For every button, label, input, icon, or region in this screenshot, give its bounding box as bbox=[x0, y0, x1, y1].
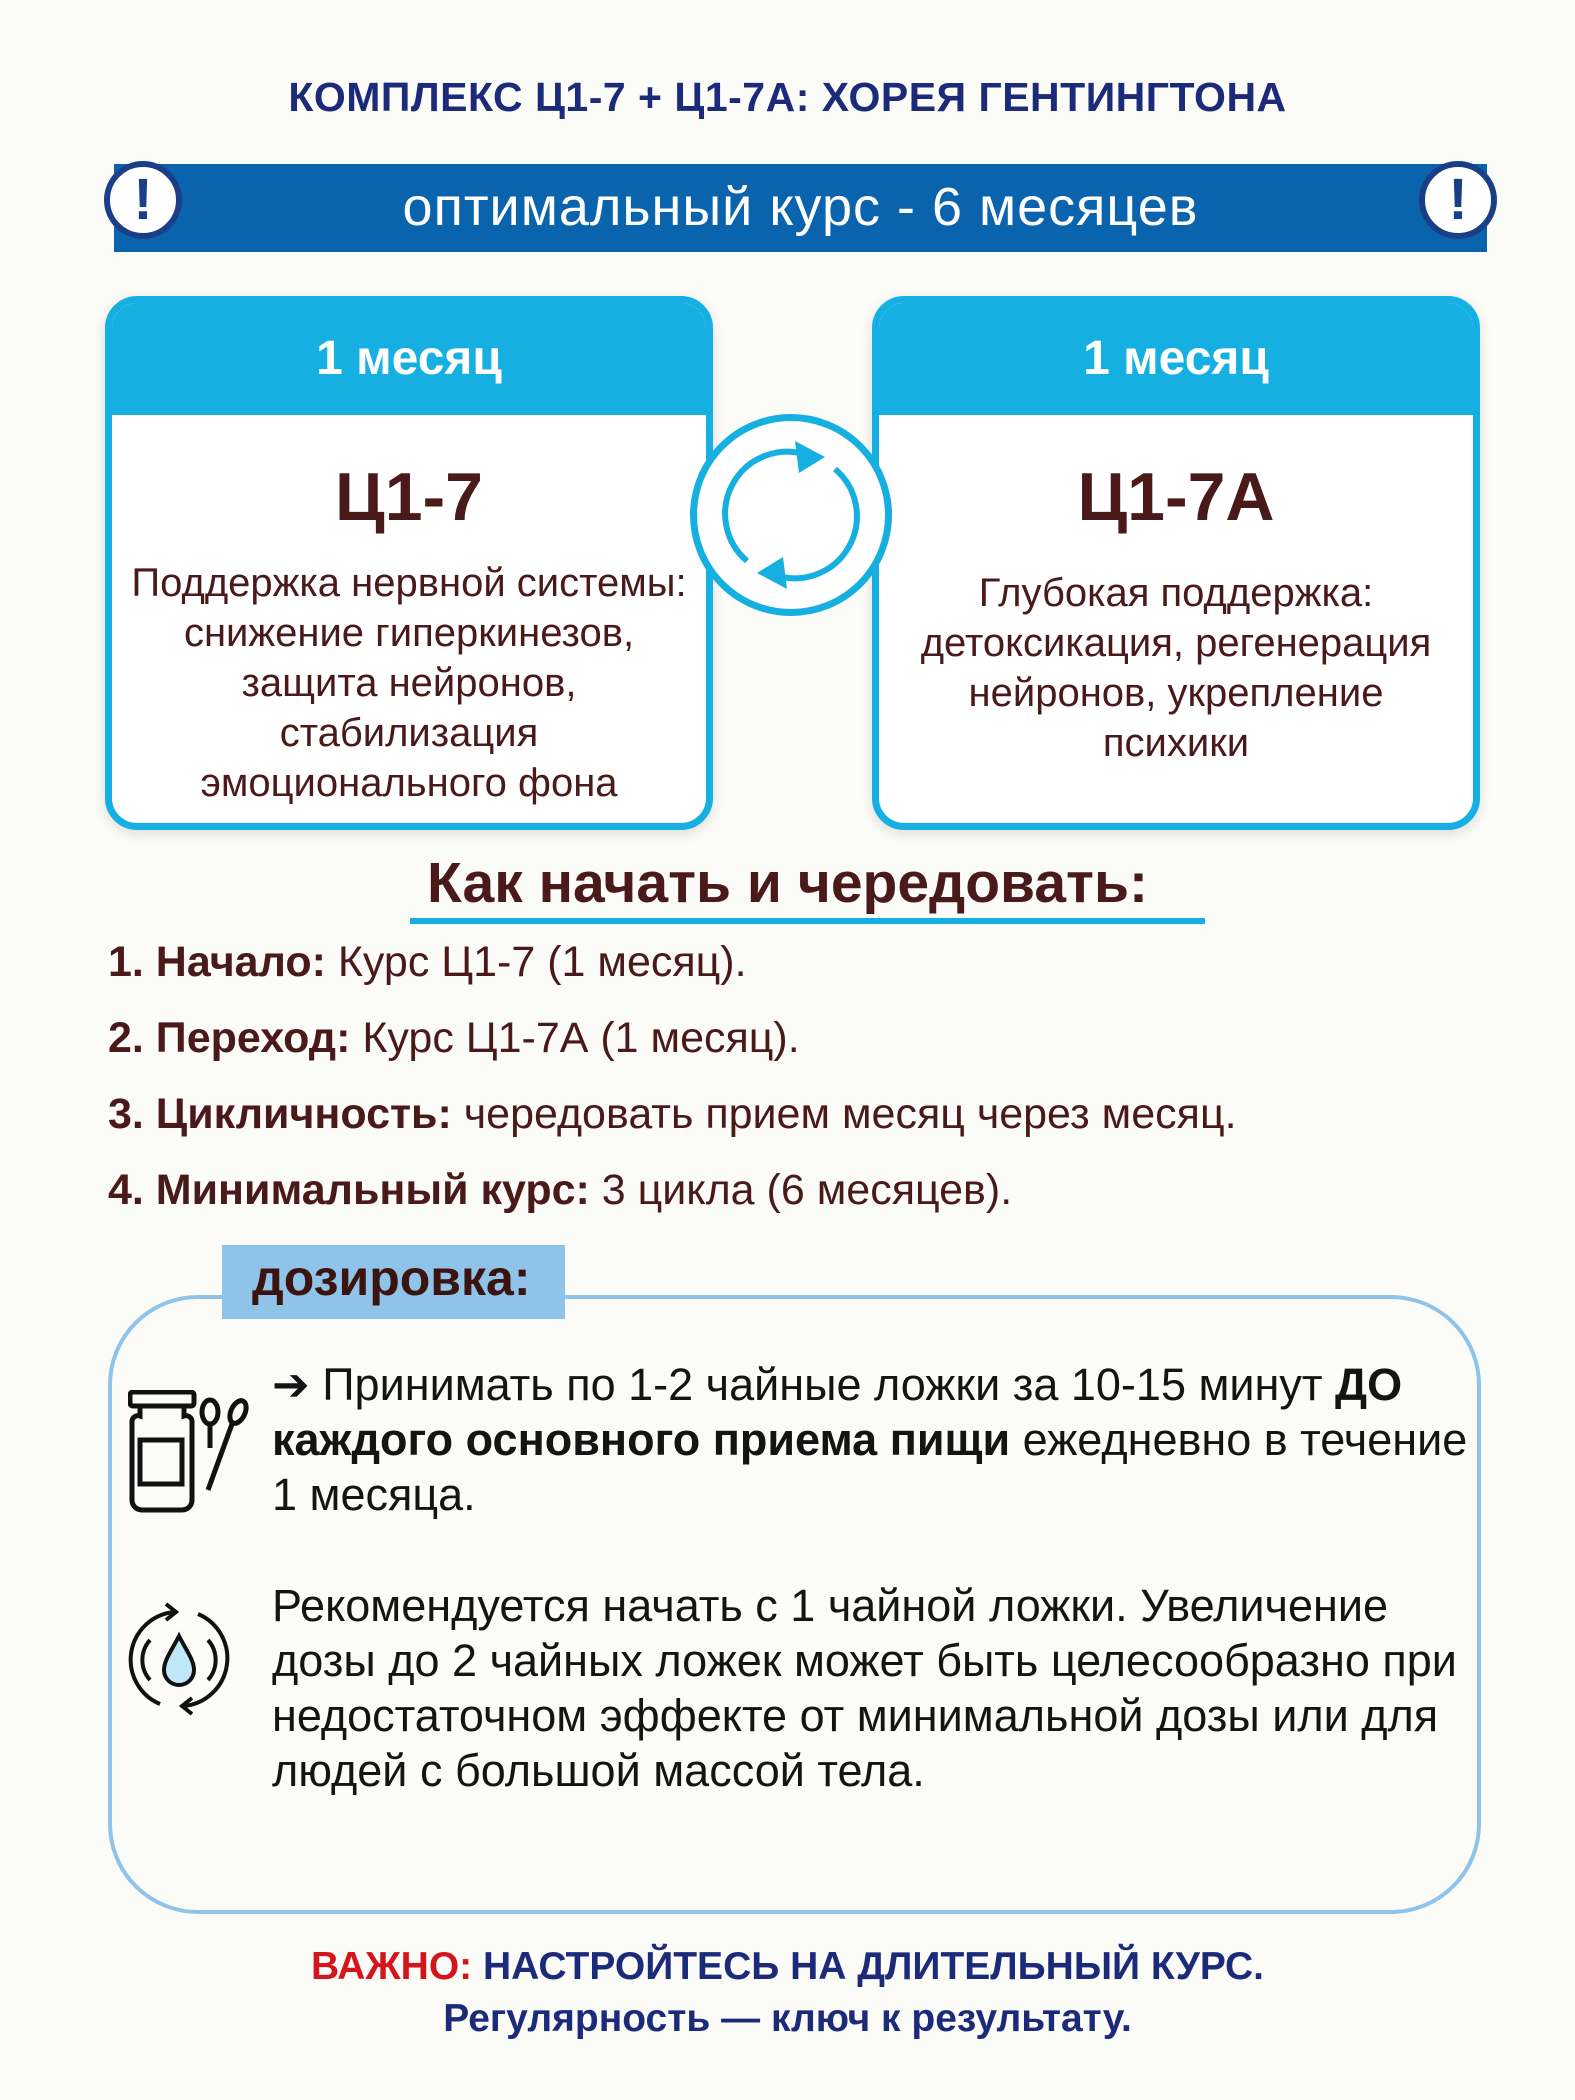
card-description: Поддержка нервной системы: снижение гипе… bbox=[131, 561, 687, 805]
step-label: 3. Цикличность: bbox=[108, 1090, 452, 1138]
instruction-emphasis: ДО каждого основного приема пищи bbox=[272, 1359, 1403, 1465]
page-title: КОМПЛЕКС Ц1-7 + Ц1-7А: ХОРЕЯ ГЕНТИНГТОНА bbox=[288, 74, 1287, 120]
step-label: 1. Начало: bbox=[108, 938, 326, 986]
card-c1-7: 1 месяц Ц1-7 Поддержка нервной системы: … bbox=[105, 296, 713, 830]
step-label: 4. Минимальный курс: bbox=[108, 1166, 590, 1214]
water-drop-cycle-icon bbox=[128, 1600, 230, 1723]
exclamation-circle-icon: ! bbox=[1419, 161, 1497, 239]
step-item: 2. Переход: Курс Ц1-7А (1 месяц). bbox=[108, 1014, 800, 1063]
instruction-text: ежедневно в течение 1 месяца. bbox=[272, 1414, 1468, 1520]
footer-tagline: Регулярность — ключ к результату. bbox=[443, 1997, 1132, 2040]
dosage-label: дозировка: bbox=[222, 1245, 565, 1319]
dosage-recommendation: Рекомендуется начать с 1 чайной ложки. У… bbox=[272, 1580, 1457, 1796]
how-heading: Как начать и чередовать: bbox=[427, 851, 1148, 915]
exclamation-circle-icon: ! bbox=[104, 161, 182, 239]
step-text: 3 цикла (6 месяцев). bbox=[589, 1166, 1013, 1214]
step-item: 3. Цикличность: чередовать прием месяц ч… bbox=[108, 1090, 1237, 1139]
step-item: 4. Минимальный курс: 3 цикла (6 месяцев)… bbox=[108, 1166, 1012, 1215]
card-duration: 1 месяц bbox=[112, 303, 706, 415]
alternate-cycle-arrows-icon bbox=[690, 414, 892, 616]
card-c1-7a: 1 месяц Ц1-7А Глубокая поддержка: детокс… bbox=[872, 296, 1480, 830]
card-duration: 1 месяц bbox=[879, 303, 1473, 415]
step-text: чередовать прием месяц через месяц. bbox=[451, 1090, 1237, 1138]
banner-text: оптимальный курс - 6 месяцев bbox=[402, 177, 1199, 237]
step-text: Курс Ц1-7 (1 месяц). bbox=[325, 938, 747, 986]
dosage-instruction: ➔ Принимать по 1-2 чайные ложки за 10-15… bbox=[272, 1357, 1472, 1522]
course-banner: ! оптимальный курс - 6 месяцев ! bbox=[104, 161, 1497, 252]
step-label: 2. Переход: bbox=[108, 1014, 351, 1062]
card-title: Ц1-7А bbox=[1077, 459, 1275, 535]
step-item: 1. Начало: Курс Ц1-7 (1 месяц). bbox=[108, 938, 747, 987]
card-title: Ц1-7 bbox=[335, 459, 483, 535]
footer-important: ВАЖНО: НАСТРОЙТЕСЬ НА ДЛИТЕЛЬНЫЙ КУРС. bbox=[0, 1945, 1575, 1989]
step-text: Курс Ц1-7А (1 месяц). bbox=[350, 1014, 800, 1062]
jar-spoon-icon bbox=[127, 1389, 268, 1520]
instruction-text: ➔ Принимать по 1-2 чайные ложки за 10-15… bbox=[272, 1359, 1336, 1410]
important-text: НАСТРОЙТЕСЬ НА ДЛИТЕЛЬНЫЙ КУРС. bbox=[472, 1945, 1264, 1988]
dosage-box bbox=[108, 1295, 1481, 1914]
card-description: Глубокая поддержка: детоксикация, регене… bbox=[920, 571, 1432, 765]
important-label: ВАЖНО: bbox=[311, 1945, 473, 1988]
heading-underline bbox=[410, 918, 1205, 924]
